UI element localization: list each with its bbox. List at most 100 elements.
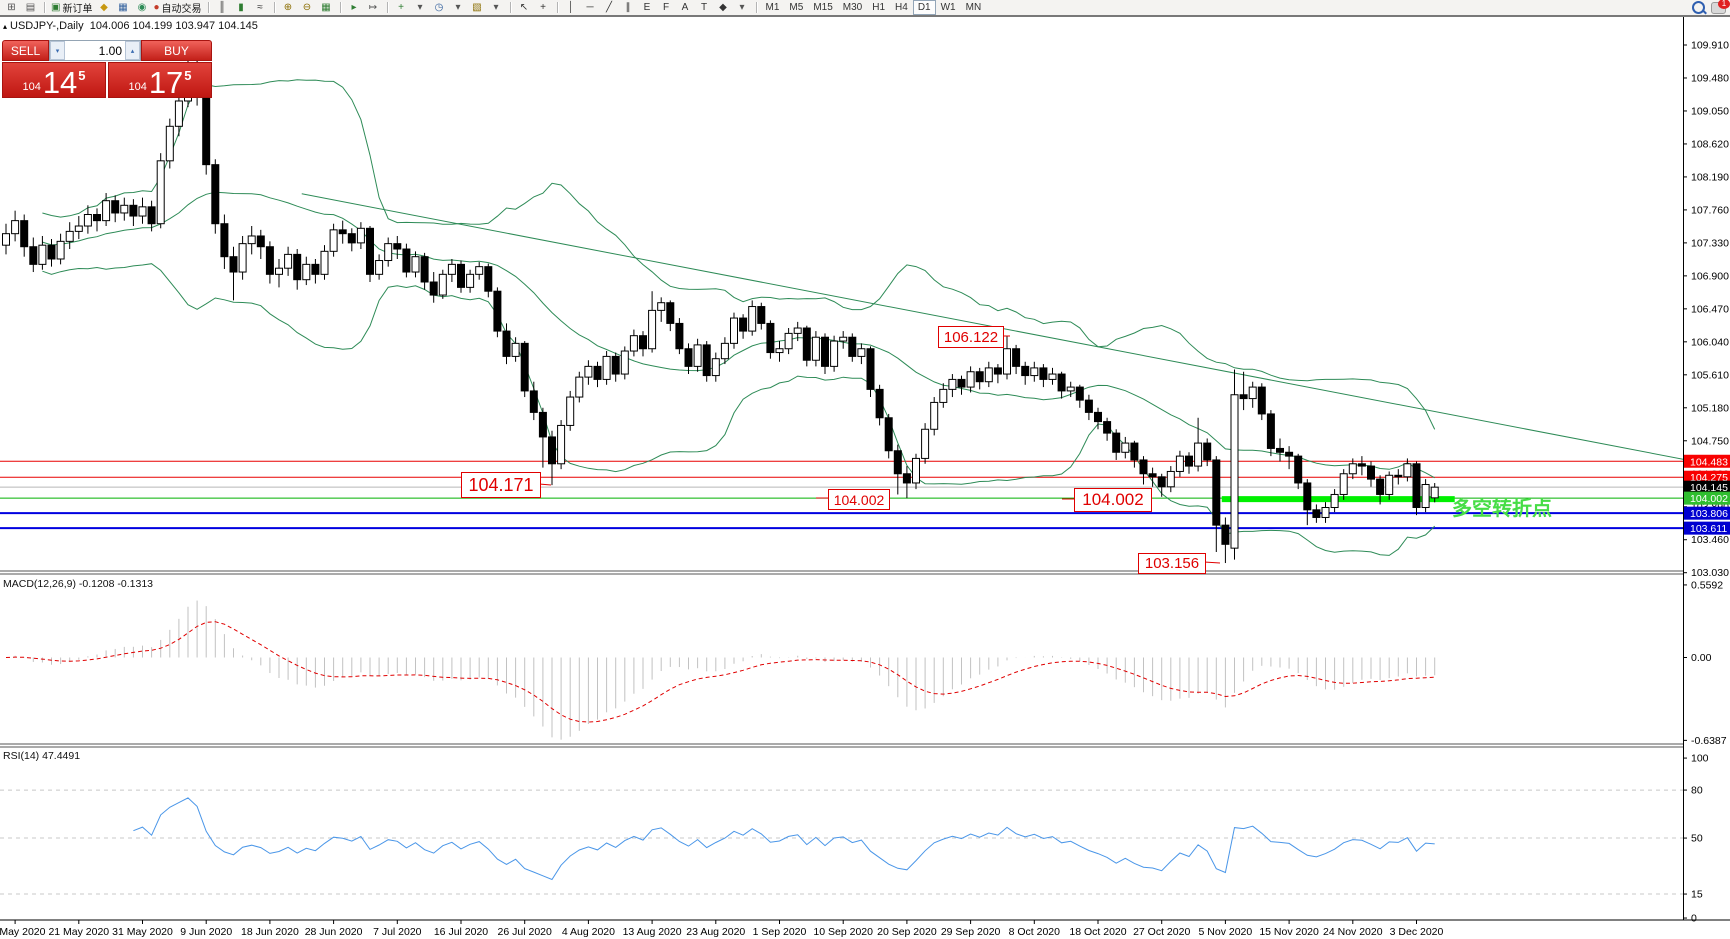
price-tick-label: 107.760 (1691, 204, 1729, 216)
search-icon[interactable] (1692, 1, 1705, 14)
chart-title: ▴ USDJPY-,Daily 104.006 104.199 103.947 1… (3, 20, 258, 32)
candle-body (1330, 493, 1339, 509)
candle-body (748, 306, 757, 332)
buy-price-display[interactable]: 104 17 5 (108, 62, 212, 98)
toolbar-profiles-button[interactable]: ▤ (21, 1, 40, 14)
toolbar-separator (556, 2, 558, 13)
candle-body (1039, 367, 1048, 380)
collapse-arrow-icon[interactable]: ▴ (3, 22, 8, 31)
toolbar-indicators-dropdown-button[interactable]: ▾ (411, 1, 430, 14)
profiles-icon: ▤ (25, 2, 36, 13)
candle-body (275, 267, 283, 275)
candle-body (102, 200, 111, 222)
candle-body (1266, 413, 1275, 449)
notifications-icon[interactable]: 1 (1711, 0, 1730, 14)
rsi-tick-label: 80 (1691, 785, 1703, 797)
toolbar-text-label-button[interactable]: T (695, 1, 714, 14)
toolbar-equidistant-channel-button[interactable]: ∥ (619, 1, 638, 14)
timeframe-button-M1[interactable]: M1 (765, 2, 780, 13)
candle-body (302, 263, 311, 281)
toolbar-templates-dropdown-button[interactable]: ▾ (487, 1, 506, 14)
toolbar-indicators-button[interactable]: + (392, 1, 411, 14)
buy-button[interactable]: BUY (141, 40, 212, 61)
toolbar-periods-button[interactable]: ◷ (430, 1, 449, 14)
toolbar-chart-shift-button[interactable]: ↦ (364, 1, 383, 14)
volume-decrease-button[interactable]: ▾ (50, 41, 65, 60)
toolbar-fibonacci-f-button[interactable]: F (657, 1, 676, 14)
price-tick-label: 106.470 (1691, 303, 1729, 315)
sell-price-pips: 14 (42, 65, 78, 100)
toolbar-zoom-in-button[interactable]: ⊕ (279, 1, 298, 14)
sell-price-display[interactable]: 104 14 5 (2, 62, 106, 98)
toolbar-crosshair-button[interactable]: + (534, 1, 553, 14)
candle-body (1148, 473, 1157, 478)
candle-body (211, 164, 220, 225)
time-tick-label: 18 Jun 2020 (241, 926, 299, 938)
volume-input[interactable] (65, 41, 125, 60)
candle-body (602, 355, 611, 380)
timeframe-button-M30[interactable]: M30 (842, 2, 863, 13)
timeframe-button-MN[interactable]: MN (965, 2, 982, 13)
timeframe-button-W1[interactable]: W1 (940, 2, 956, 13)
candle-body (1285, 451, 1294, 457)
candle-body (1130, 442, 1139, 461)
candle-body (1030, 367, 1039, 377)
toolbar-new-chart-button[interactable]: ⊞ (2, 1, 21, 14)
toolbar-candlestick-mode-button[interactable]: ▮ (232, 1, 251, 14)
market-watch-icon: ◆ (100, 2, 108, 13)
candle-body (620, 350, 629, 375)
candle-body (884, 417, 893, 452)
candle-body (1412, 463, 1421, 509)
toolbar-zoom-out-button[interactable]: ⊖ (298, 1, 317, 14)
toolbar-line-chart-mode-button[interactable]: ≈ (251, 1, 270, 14)
toolbar-bar-chart-mode-button[interactable]: ║ (213, 1, 232, 14)
toolbar-auto-scroll-button[interactable]: ▸ (345, 1, 364, 14)
candle-body (2, 233, 10, 246)
timeframe-button-M15[interactable]: M15 (813, 2, 833, 13)
time-tick-label: 18 Oct 2020 (1069, 926, 1126, 938)
candle-body (648, 309, 657, 350)
candle-body (329, 229, 338, 252)
toolbar-market-watch-button[interactable]: ◆ (94, 1, 113, 14)
time-tick-label: 10 Sep 2020 (813, 926, 873, 938)
price-callout: 104.002 (828, 489, 890, 510)
sell-button[interactable]: SELL (2, 40, 49, 61)
volume-increase-button[interactable]: ▴ (125, 41, 140, 60)
timeframe-button-H4[interactable]: H4 (895, 2, 908, 13)
tile-windows-icon: ▦ (321, 2, 331, 13)
periods-icon: ◷ (434, 2, 444, 13)
rsi-tick-label: 15 (1691, 889, 1703, 901)
toolbar-new-order-button[interactable]: ▣ 新订单 (49, 1, 94, 15)
candle-body (957, 378, 966, 388)
candle-body (948, 378, 957, 390)
toolbar-vertical-line-button[interactable]: │ (562, 1, 581, 14)
toolbar-arrows-dropdown-button[interactable]: ▾ (733, 1, 752, 14)
toolbar-periods-dropdown-button[interactable]: ▾ (449, 1, 468, 14)
toolbar-tile-windows-button[interactable]: ▦ (317, 1, 336, 14)
candle-body (975, 371, 984, 383)
toolbar-separator (207, 2, 209, 13)
timeframe-button-D1[interactable]: D1 (912, 0, 936, 15)
timeframe-button-M5[interactable]: M5 (789, 2, 804, 13)
toolbar-autotrading-button[interactable]: ● 自动交易 (151, 1, 203, 15)
timeframe-button-H1[interactable]: H1 (872, 2, 886, 13)
toolbar-arrows-button[interactable]: ◆ (714, 1, 733, 14)
macd-tick-label: 0.00 (1691, 652, 1712, 664)
buy-price-big-figure: 104 (128, 81, 147, 93)
candle-body (120, 204, 129, 214)
toolbar-terminal-button[interactable]: ▦ (113, 1, 132, 14)
one-click-trading-panel: SELL ▾ ▴ BUY 104 14 5 104 17 5 (2, 40, 212, 98)
toolbar-fibonacci-e-button[interactable]: E (638, 1, 657, 14)
candle-body (475, 266, 484, 275)
candle-body (921, 428, 930, 459)
candle-body (338, 229, 347, 235)
toolbar-trendline-button[interactable]: ╱ (600, 1, 619, 14)
toolbar-text-button[interactable]: A (676, 1, 695, 14)
candle-body (1048, 373, 1057, 380)
toolbar-cursor-button[interactable]: ↖ (515, 1, 534, 14)
toolbar-horizontal-line-button[interactable]: ─ (581, 1, 600, 14)
toolbar-navigator-button[interactable]: ◉ (132, 1, 151, 14)
candle-body (29, 246, 38, 265)
toolbar-templates-button[interactable]: ▧ (468, 1, 487, 14)
crosshair-icon: + (540, 2, 546, 13)
